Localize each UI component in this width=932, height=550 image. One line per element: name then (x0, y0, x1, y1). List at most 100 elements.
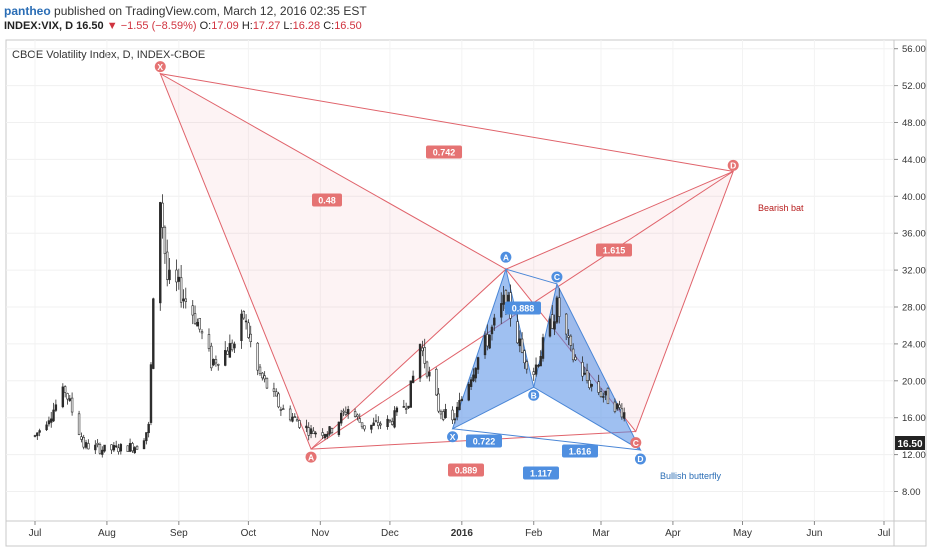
candle (94, 440, 97, 455)
bat-ratio-xd-box (426, 145, 462, 159)
candle (353, 408, 357, 418)
candle (460, 396, 464, 402)
price-axis[interactable]: 8.00 12.00 16.00 20.00 24.00 28.00 32.00 36.00 4… (894, 44, 926, 498)
candle (145, 432, 148, 445)
y-tick-label: 40.00 (902, 192, 926, 203)
candle-body (326, 433, 329, 437)
candle-body (585, 370, 589, 382)
candle-body (226, 350, 229, 355)
candle (244, 314, 248, 330)
candle-body (437, 393, 440, 412)
author-link[interactable]: pantheo (4, 4, 51, 18)
candle-body (142, 440, 146, 450)
butterfly-ratio-bd-box (562, 444, 598, 458)
candle (606, 387, 610, 405)
candle-body (159, 202, 162, 304)
candle-body (256, 342, 259, 371)
bat-xd-leg[interactable] (160, 73, 734, 172)
candle (391, 417, 394, 426)
candle-body (101, 449, 104, 455)
butterfly-ratio-ac-box (505, 301, 541, 315)
candle (428, 366, 431, 382)
candle-body (207, 334, 211, 349)
candle-body (210, 345, 213, 369)
candle-body (249, 333, 252, 342)
candle (256, 342, 259, 376)
publish-line: pantheo published on TradingView.com, Ma… (4, 4, 367, 18)
candle-body (539, 356, 542, 367)
butterfly-ratio-xd-box (523, 466, 559, 480)
candle-body (395, 407, 399, 413)
candle (82, 434, 85, 450)
candle (52, 402, 55, 423)
candle (585, 363, 589, 384)
butterfly-c-marker-badge (630, 437, 642, 449)
butterfly-point-c-text: C (554, 272, 560, 282)
butterfly-xd-leg[interactable] (452, 428, 641, 451)
candle (411, 370, 415, 384)
candle (147, 421, 150, 438)
candle (63, 385, 67, 398)
x-tick-label: Apr (665, 528, 681, 539)
candle-body (565, 313, 568, 335)
candle-body (193, 313, 197, 324)
candle-body (321, 432, 324, 436)
candle (358, 413, 361, 423)
candle (435, 367, 438, 396)
candle (588, 372, 591, 390)
candle (314, 431, 317, 438)
candle-body (133, 447, 136, 454)
candle-body (520, 338, 524, 353)
butterfly-pattern-name: Bullish butterfly (660, 471, 722, 481)
candle-body (493, 317, 496, 326)
candle (339, 409, 343, 426)
candle-body (145, 432, 148, 442)
candle (590, 383, 593, 392)
bat-xab-triangle[interactable] (159, 72, 507, 450)
candle (599, 388, 603, 398)
butterfly-point-b-badge (528, 389, 540, 401)
candle-body (309, 428, 313, 435)
candle (444, 403, 447, 419)
candle-body (314, 432, 317, 435)
candle (114, 440, 118, 449)
candle (66, 392, 69, 405)
candle-body (168, 269, 171, 281)
price-chart[interactable]: CBOE Volatility Index, D, INDEX-CBOE X A A… (0, 36, 932, 550)
candle (458, 392, 461, 411)
candle-body (45, 424, 48, 431)
butterfly-ac-leg[interactable] (505, 268, 558, 285)
bat-point-a: A (305, 451, 317, 463)
candle-body (537, 364, 540, 367)
candle (618, 400, 621, 411)
candle-body (574, 356, 577, 361)
candle-body (435, 369, 438, 396)
time-axis[interactable]: Jul Aug Sep Oct Nov Dec 2016 Feb Mar Apr May Jun Jul (29, 521, 891, 539)
candles (33, 194, 626, 458)
candle-body (377, 422, 380, 427)
candle (342, 408, 345, 417)
candle (602, 392, 605, 403)
candle-body (119, 444, 123, 452)
candle-body (126, 445, 129, 452)
candle (451, 406, 454, 425)
candle (70, 392, 74, 416)
candle (372, 417, 375, 426)
y-tick-label: 52.00 (902, 81, 926, 92)
candle-body (94, 444, 97, 451)
candle (493, 313, 496, 331)
candle (152, 297, 155, 370)
candle-body (523, 350, 526, 364)
candle (613, 398, 617, 414)
butterfly-point-x-text: X (450, 432, 456, 442)
candle (77, 410, 81, 436)
candle (330, 427, 334, 435)
candle (604, 390, 607, 401)
candle-body (622, 412, 626, 419)
candle-body (581, 362, 584, 377)
candle-body (370, 424, 373, 430)
candle-body (590, 384, 593, 387)
candle (291, 413, 294, 423)
candle-body (175, 269, 178, 283)
low-value: 16.28 (292, 20, 321, 32)
